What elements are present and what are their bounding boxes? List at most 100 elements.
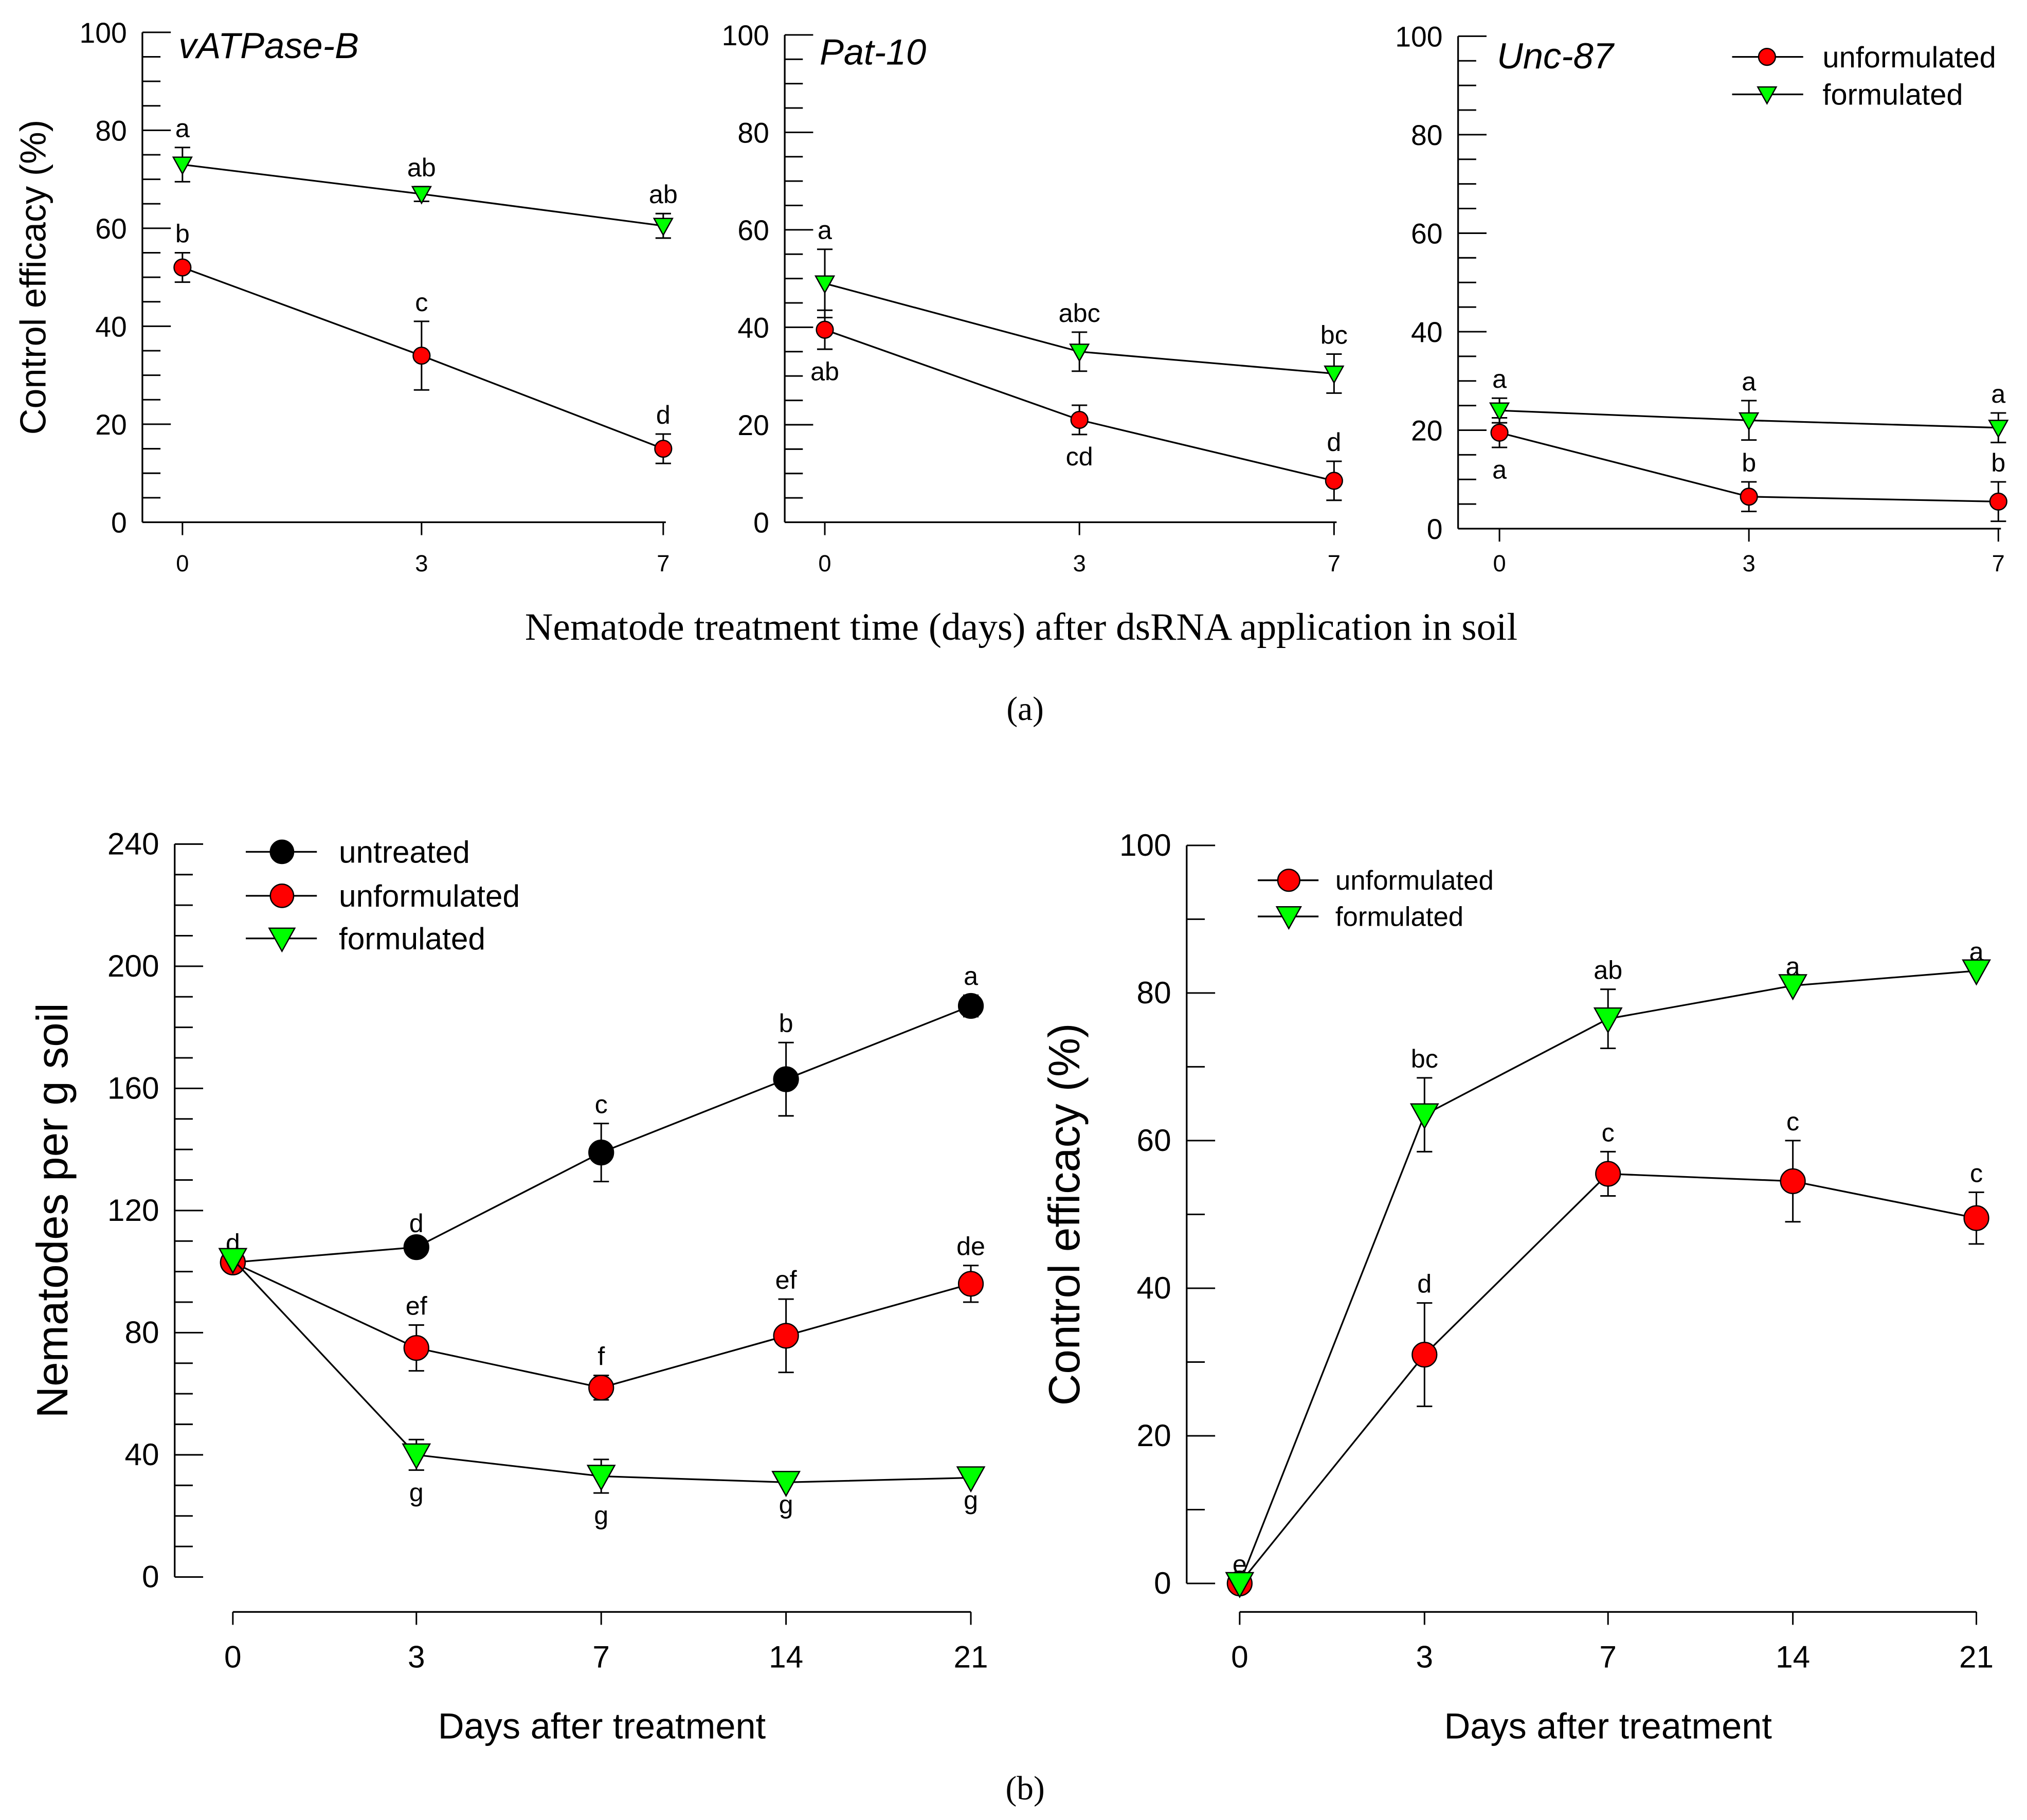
significance-letter: ef (775, 1266, 798, 1294)
legend-marker (1757, 86, 1778, 105)
y-tick-label: 60 (737, 214, 769, 246)
data-point (1489, 402, 1510, 421)
series-formulated: bc ab a a (1225, 938, 1991, 1598)
significance-letter: ab (1594, 956, 1622, 985)
series-formulated: a abc bc (814, 216, 1348, 394)
data-point (586, 1465, 616, 1491)
y-tick-label: 0 (111, 507, 127, 539)
x-tick-label: 14 (1776, 1639, 1810, 1674)
y-tick-label: 0 (753, 507, 769, 539)
significance-letter: g (409, 1478, 424, 1507)
data-point (816, 320, 834, 339)
series-unformulated: ab cd d (810, 309, 1343, 501)
legend-marker (1277, 869, 1300, 892)
significance-letter: bc (1320, 320, 1348, 349)
significance-letter: de (956, 1232, 985, 1261)
x-tick-label: 0 (176, 550, 189, 576)
significance-letter: a (1786, 952, 1800, 981)
panel-a-xlabel: Nematode treatment time (days) after dsR… (525, 606, 1517, 648)
data-point (402, 1443, 431, 1470)
data-point (1988, 420, 2009, 439)
y-axis-label: Control efficacy (%) (1040, 1023, 1089, 1405)
y-tick-label: 40 (124, 1437, 159, 1472)
significance-letter: a (175, 114, 190, 143)
y-tick-label: 100 (1119, 827, 1171, 862)
x-tick-label: 3 (415, 550, 428, 576)
x-tick-label: 7 (657, 550, 669, 576)
y-tick-label: 80 (1411, 119, 1443, 151)
significance-letter: ab (407, 153, 436, 182)
panel-b-label: (b) (1006, 1770, 1045, 1807)
data-point (1069, 344, 1090, 363)
y-axis-label: Nematodes per g soil (28, 1003, 77, 1418)
x-tick-label: 14 (769, 1639, 803, 1674)
data-point (218, 1248, 248, 1274)
data-point (412, 346, 431, 365)
data-point (1963, 1205, 1989, 1231)
significance-letter: ab (649, 180, 678, 209)
significance-letter: b (1742, 448, 1756, 477)
x-tick-label: 7 (1599, 1639, 1617, 1674)
panel-a-label: (a) (1006, 691, 1044, 728)
significance-letter: d (1327, 428, 1341, 457)
chart-panel-1: 0 20 40 60 80 100 0 3 7 Pat-10 ab cd d a abc bc (722, 20, 1348, 576)
y-tick-label: 100 (1395, 21, 1442, 52)
data-point (1593, 1007, 1623, 1034)
chart-panel-2: 0 20 40 60 80 100 0 3 7 Unc-87 a b b a a a unformulated f… (1395, 21, 2009, 576)
legend-marker (269, 883, 295, 908)
x-tick-label: 0 (818, 550, 831, 576)
significance-letter: d (409, 1209, 424, 1238)
chart-panel-0: 0 20 40 60 80 100 0 3 7 vATPase-B Control efficacy… (12, 17, 677, 576)
y-tick-label: 20 (1411, 415, 1443, 447)
significance-letter: f (598, 1342, 605, 1371)
series-formulated: a ab ab (172, 114, 678, 239)
significance-letter: b (779, 1009, 793, 1038)
chart-title: Unc-87 (1497, 35, 1615, 76)
y-tick-label: 60 (1411, 218, 1443, 250)
legend: unformulated formulated (1258, 866, 1494, 932)
y-tick-label: 80 (95, 115, 127, 147)
chart-panel-4: 0 20 40 60 80 100 0 3 7 14 21 Control efficacy (%) D… (1040, 827, 1994, 1746)
significance-letter: a (818, 216, 832, 245)
data-point (172, 156, 193, 175)
chart-title: vATPase-B (178, 25, 359, 66)
significance-letter: d (1417, 1270, 1432, 1299)
significance-letter: b (175, 219, 190, 248)
x-tick-label: 3 (1073, 550, 1086, 576)
y-tick-label: 80 (124, 1315, 159, 1350)
legend-label: formulated (339, 921, 485, 956)
series-unformulated: edc cc (1226, 1107, 1989, 1597)
significance-letter: c (1602, 1118, 1615, 1147)
y-tick-label: 0 (142, 1559, 159, 1594)
data-point (588, 1375, 614, 1401)
legend: untreated unformulated formulated (245, 835, 520, 956)
significance-letter: b (1991, 448, 2005, 477)
data-point (653, 218, 674, 237)
y-tick-label: 0 (1154, 1565, 1171, 1600)
significance-letter: a (1742, 367, 1756, 396)
data-point (1409, 1103, 1439, 1130)
data-point (773, 1066, 799, 1092)
legend-label: unformulated (1822, 41, 1996, 74)
significance-letter: bc (1411, 1044, 1438, 1073)
significance-letter: abc (1059, 299, 1100, 328)
data-point (1962, 959, 1991, 986)
data-point (956, 1466, 986, 1493)
data-point (173, 258, 192, 277)
y-tick-label: 20 (737, 409, 769, 441)
legend: unformulated formulated (1732, 41, 1996, 112)
y-tick-label: 80 (737, 117, 769, 149)
data-point (1740, 488, 1758, 506)
legend-marker (1275, 906, 1302, 930)
data-point (1411, 1341, 1438, 1368)
significance-letter: a (1969, 938, 1984, 966)
significance-letter: g (964, 1486, 978, 1515)
x-tick-label: 0 (224, 1639, 242, 1674)
legend-label: formulated (1335, 902, 1463, 932)
significance-letter: a (1492, 455, 1507, 484)
significance-letter: cd (1066, 442, 1093, 471)
significance-letter: a (1492, 365, 1507, 393)
